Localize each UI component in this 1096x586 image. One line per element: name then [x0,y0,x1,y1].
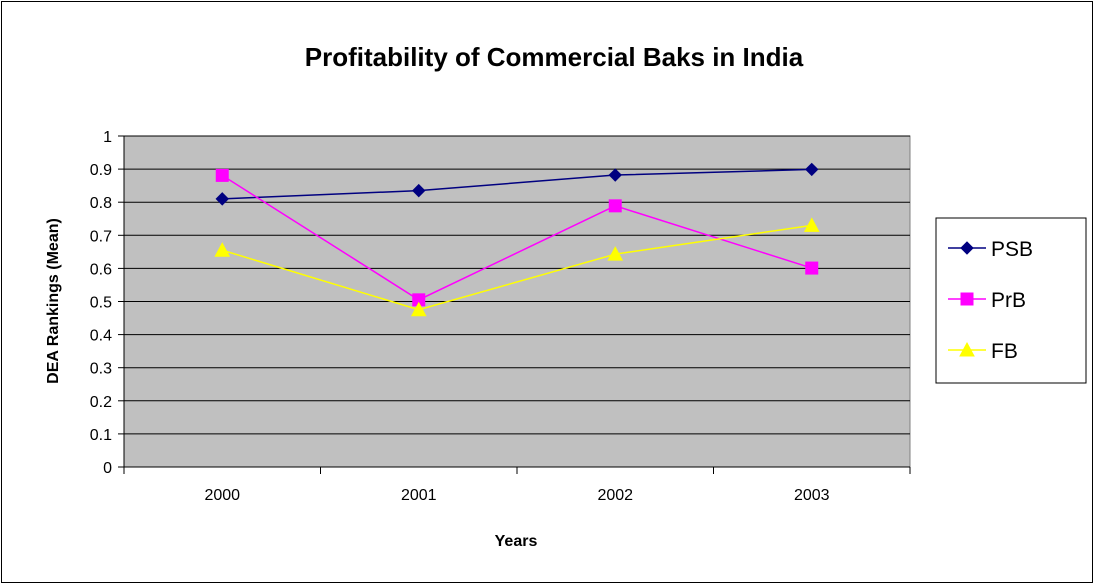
y-tick-label: 1 [103,129,112,146]
y-tick-label: 0.2 [90,394,112,411]
plot-area: 0 0.1 0.2 0.3 0.4 0.5 0.6 0.7 0.8 0.9 1 2000 2001 200… [90,129,911,504]
series-line-fb [222,224,812,311]
data-point-fb [410,301,427,317]
y-tick-label: 0.6 [90,261,112,278]
x-tick-label: 2001 [401,487,437,504]
legend-label-psb: PSB [991,238,1033,261]
x-tick-label: 2000 [204,487,240,504]
data-point-psb [412,183,426,198]
series-line-prb [221,174,812,301]
legend-label-fb: FB [991,340,1018,363]
x-tick-label: 2002 [597,487,633,504]
legend-label-prb: PrB [991,289,1026,312]
chart-title: Profitability of Commercial Baks in Indi… [305,42,804,72]
data-point-prb [608,199,622,213]
y-axis-title: DEA Rankings (Mean) [45,218,62,384]
y-tick-label: 0.9 [90,162,112,179]
legend-marker-prb [960,292,974,306]
y-tick-label: 0.7 [90,228,112,245]
data-point-psb [608,168,622,182]
y-tick-label: 0.3 [90,361,112,378]
data-point-fb [607,246,624,261]
y-tick-label: 0.1 [90,427,112,444]
series-line-psb [222,168,812,200]
x-axis-title: Years [495,533,538,550]
data-point-fb [803,217,820,232]
legend: PSB PrB FB [935,217,1087,384]
data-point-prb [215,168,229,182]
x-tick-label: 2003 [794,487,830,504]
legend-marker-fb [959,341,975,357]
data-point-fb [214,242,231,257]
data-point-psb [215,192,229,206]
y-tick-label: 0 [103,460,112,477]
data-point-prb [805,261,819,275]
legend-marker-psb [960,241,974,255]
y-tick-label: 0.4 [90,328,112,345]
y-tick-label: 0.8 [90,195,112,212]
y-tick-label: 0.5 [90,295,112,312]
data-point-psb [805,162,819,177]
